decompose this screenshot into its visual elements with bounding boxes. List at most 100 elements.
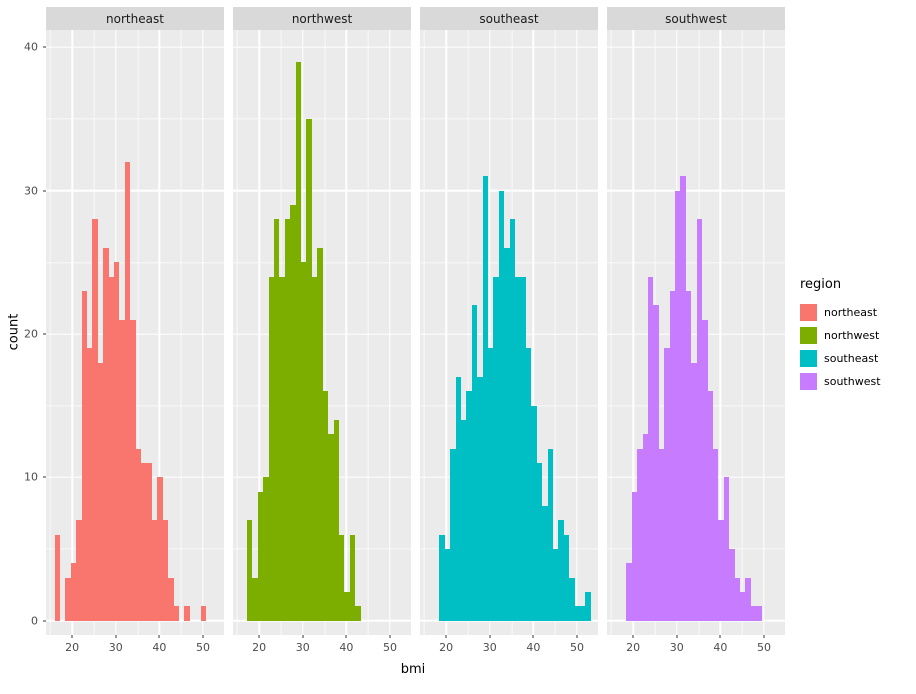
x-tick-label: 20 [65, 641, 80, 654]
x-major-gridline [158, 30, 161, 635]
histogram-bar [580, 606, 586, 621]
y-tick-mark [43, 476, 46, 478]
histogram-bar [284, 219, 291, 621]
x-major-gridline [719, 30, 722, 635]
histogram-bar [525, 348, 532, 621]
histogram-bar [648, 276, 654, 621]
histogram-bar [439, 534, 445, 621]
histogram-bar [349, 534, 356, 621]
histogram-bar [151, 520, 158, 621]
histogram-bar [268, 276, 274, 621]
x-minor-gridline [424, 30, 425, 635]
histogram-bar [338, 534, 345, 621]
legend-item-northeast: northeast [800, 304, 881, 321]
histogram-bar [574, 606, 581, 621]
x-tick-label: 30 [108, 641, 123, 654]
histogram-bar [322, 391, 329, 621]
legend-key-swatch [800, 350, 817, 367]
x-tick-label: 40 [152, 641, 167, 654]
facet-southwest: southwest 20 30 40 50 [607, 7, 785, 659]
y-major-gridline [607, 189, 785, 192]
y-minor-gridline [46, 118, 224, 120]
legend-label: northwest [824, 329, 880, 342]
y-minor-gridline [233, 118, 411, 120]
x-axis-title: bmi [400, 662, 426, 677]
legend-items: northeast northwest southeast southwest [800, 304, 881, 390]
y-axis: 0 10 20 30 40 [0, 30, 46, 635]
histogram-bar [718, 520, 724, 621]
x-minor-gridline [237, 30, 238, 635]
legend-label: northeast [824, 306, 878, 319]
x-minor-gridline [180, 30, 182, 635]
y-major-gridline [46, 189, 224, 192]
facet-strip-label: northwest [291, 11, 353, 26]
histogram-bar [685, 290, 692, 621]
y-tick-mark [43, 190, 46, 192]
histogram-bar [723, 477, 730, 621]
legend-key-swatch [800, 304, 817, 321]
x-major-gridline [202, 30, 204, 635]
x-tick-label: 30 [295, 641, 310, 654]
histogram-bar [81, 290, 87, 621]
histogram-bar [552, 549, 559, 621]
y-major-gridline [607, 46, 785, 48]
histogram-bar [173, 606, 179, 621]
y-minor-gridline [607, 261, 785, 263]
x-major-gridline [345, 30, 348, 635]
facet-northeast: northeast 20 30 40 50 [46, 7, 224, 659]
y-minor-gridline [46, 261, 224, 263]
histogram-bar [135, 448, 142, 621]
x-minor-gridline [611, 30, 612, 635]
x-major-gridline [445, 30, 447, 635]
histogram-bar [246, 520, 253, 621]
histogram-bar [306, 118, 312, 621]
x-minor-gridline [137, 30, 138, 635]
histogram-bar [696, 219, 703, 621]
histogram-bar [504, 247, 510, 621]
histogram-bar [745, 577, 751, 621]
histogram-bar [691, 362, 697, 621]
histogram-bar [520, 276, 526, 621]
x-tick-label: 40 [339, 641, 354, 654]
histogram-bar [317, 247, 323, 621]
facet-strip-label: southwest [665, 11, 727, 26]
y-major-gridline [233, 46, 411, 48]
histogram-bar [92, 219, 98, 621]
histogram-bar [103, 247, 109, 621]
x-minor-gridline [467, 30, 469, 635]
y-major-gridline [420, 619, 598, 622]
x-tick-label: 50 [570, 641, 585, 654]
histogram-bar [450, 448, 456, 621]
histogram-bar [493, 276, 499, 621]
histogram-bar [130, 319, 136, 621]
y-major-gridline [46, 46, 224, 48]
x-axis: 20 30 40 50 [46, 635, 224, 659]
histogram-bar [70, 563, 77, 621]
histogram-bar [279, 276, 285, 621]
y-tick-label: 20 [24, 327, 38, 341]
histogram-bar [642, 434, 648, 621]
y-major-gridline [233, 189, 411, 192]
histogram-bar [626, 563, 632, 621]
histogram-bar [162, 520, 169, 621]
histogram-bar [455, 376, 461, 621]
histogram-bar [97, 362, 104, 621]
histogram-bar [585, 592, 591, 621]
legend-label: southeast [824, 352, 879, 365]
histogram-bar [482, 176, 489, 621]
x-minor-gridline [741, 30, 743, 635]
histogram-bar [750, 606, 757, 621]
histogram-bar [295, 61, 302, 621]
y-tick-mark [43, 46, 46, 48]
y-tick-label: 0 [31, 614, 38, 628]
legend-item-southeast: southeast [800, 350, 881, 367]
histogram-bar [631, 491, 638, 621]
histogram-bar [515, 276, 521, 621]
histogram-bar [542, 505, 548, 621]
histogram-bar [87, 348, 93, 621]
x-tick-label: 30 [669, 641, 684, 654]
y-tick-label: 10 [24, 470, 38, 484]
histogram-bar [712, 448, 719, 621]
histogram-bar [734, 577, 740, 621]
x-minor-gridline [554, 30, 556, 635]
